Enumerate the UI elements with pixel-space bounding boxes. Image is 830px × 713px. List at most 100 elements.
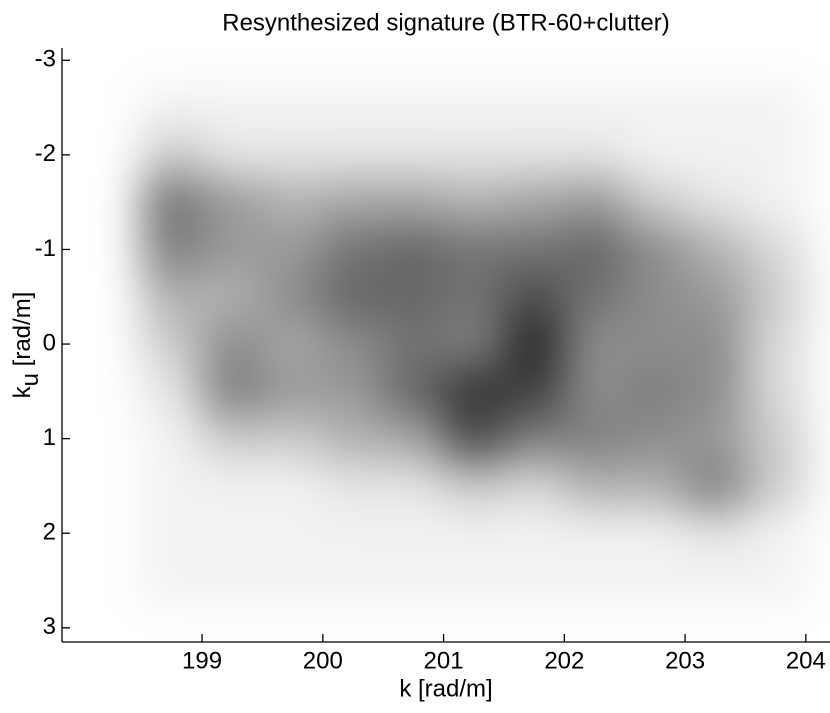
heatmap-cell: [624, 509, 686, 557]
heatmap-cell: [624, 273, 686, 321]
heatmap-cell: [624, 414, 686, 463]
heatmap-cell: [322, 367, 384, 415]
x-tick-label: 199: [182, 647, 222, 674]
heatmap-cell: [503, 509, 565, 557]
chart-title: Resynthesized signature (BTR-60+clutter): [222, 9, 670, 36]
heatmap-cell: [202, 225, 263, 274]
heatmap-cell: [202, 556, 263, 605]
heatmap-cell: [745, 225, 806, 274]
heatmap-cell: [503, 556, 565, 605]
heatmap-cell: [202, 509, 263, 557]
heatmap-cell: [383, 178, 444, 226]
y-tick-label: -3: [35, 46, 56, 73]
heatmap-cell: [322, 509, 384, 557]
y-axis-label: ku [rad/m]: [9, 292, 44, 399]
heatmap-cell: [685, 320, 746, 368]
heatmap-cell: [262, 178, 323, 226]
heatmap-cell: [503, 83, 565, 132]
heatmap-cell: [141, 83, 203, 132]
heatmap-cell: [262, 83, 323, 132]
heatmap-cell: [685, 83, 746, 132]
heatmap-cell: [564, 273, 625, 321]
heatmap-cell: [564, 509, 625, 557]
heatmap-cell: [564, 225, 625, 274]
heatmap-cell: [383, 556, 444, 605]
heatmap-cell: [262, 509, 323, 557]
heatmap-cell: [443, 509, 504, 557]
heatmap-cell: [443, 225, 504, 274]
heatmap-cell: [564, 414, 625, 463]
heatmap-cell: [202, 462, 263, 510]
heatmap-cell: [685, 225, 746, 274]
heatmap-cell: [202, 414, 263, 463]
heatmap: [141, 83, 806, 605]
heatmap-cell: [141, 367, 203, 415]
heatmap-cell: [564, 131, 625, 179]
heatmap-cell: [745, 178, 806, 226]
heatmap-cell: [141, 320, 203, 368]
heatmap-cell: [141, 414, 203, 463]
heatmap-cell: [624, 131, 686, 179]
heatmap-cell: [383, 225, 444, 274]
heatmap-cell: [202, 178, 263, 226]
heatmap-cell: [383, 414, 444, 463]
heatmap-cell: [503, 178, 565, 226]
heatmap-cell: [443, 462, 504, 510]
x-tick-label: 202: [544, 647, 584, 674]
heatmap-cell: [745, 273, 806, 321]
heatmap-cell: [322, 320, 384, 368]
heatmap-cell: [443, 83, 504, 132]
x-tick-label: 200: [303, 647, 343, 674]
heatmap-cell: [383, 131, 444, 179]
heatmap-cell: [262, 556, 323, 605]
heatmap-cell: [141, 131, 203, 179]
heatmap-cell: [141, 178, 203, 226]
heatmap-cell: [262, 131, 323, 179]
heatmap-cell: [685, 414, 746, 463]
heatmap-cell: [202, 367, 263, 415]
heatmap-cell: [624, 225, 686, 274]
heatmap-cell: [383, 83, 444, 132]
heatmap-cell: [383, 462, 444, 510]
y-tick-label: -2: [35, 140, 56, 167]
heatmap-cell: [202, 131, 263, 179]
heatmap-cell: [624, 320, 686, 368]
heatmap-cell: [503, 273, 565, 321]
heatmap-cell: [685, 273, 746, 321]
heatmap-cell: [624, 556, 686, 605]
heatmap-cell: [443, 414, 504, 463]
heatmap-cell: [141, 556, 203, 605]
heatmap-cell: [202, 320, 263, 368]
heatmap-cell: [322, 131, 384, 179]
heatmap-cell: [383, 273, 444, 321]
heatmap-cell: [443, 131, 504, 179]
heatmap-cell: [503, 131, 565, 179]
heatmap-cell: [322, 556, 384, 605]
y-tick-label: 1: [43, 424, 56, 451]
heatmap-cell: [262, 225, 323, 274]
y-label-sub: u: [17, 373, 44, 386]
heatmap-cell: [685, 509, 746, 557]
heatmap-cell: [202, 273, 263, 321]
heatmap-cell: [202, 83, 263, 132]
heatmap-cell: [745, 131, 806, 179]
y-tick-label: 3: [43, 613, 56, 640]
heatmap-cell: [685, 367, 746, 415]
x-axis-label: k [rad/m]: [399, 675, 492, 702]
y-label-rest: [rad/m]: [9, 292, 36, 373]
heatmap-cell: [685, 462, 746, 510]
heatmap-cell: [564, 367, 625, 415]
heatmap-cell: [745, 83, 806, 132]
heatmap-cell: [624, 178, 686, 226]
heatmap-cell: [624, 462, 686, 510]
heatmap-cell: [503, 225, 565, 274]
heatmap-cell: [564, 178, 625, 226]
heatmap-cell: [685, 178, 746, 226]
heatmap-cell: [141, 462, 203, 510]
heatmap-cell: [624, 83, 686, 132]
heatmap-cell: [503, 367, 565, 415]
y-tick-label: 2: [43, 519, 56, 546]
x-tick-label: 201: [424, 647, 464, 674]
heatmap-cell: [383, 367, 444, 415]
x-tick-label: 203: [665, 647, 705, 674]
